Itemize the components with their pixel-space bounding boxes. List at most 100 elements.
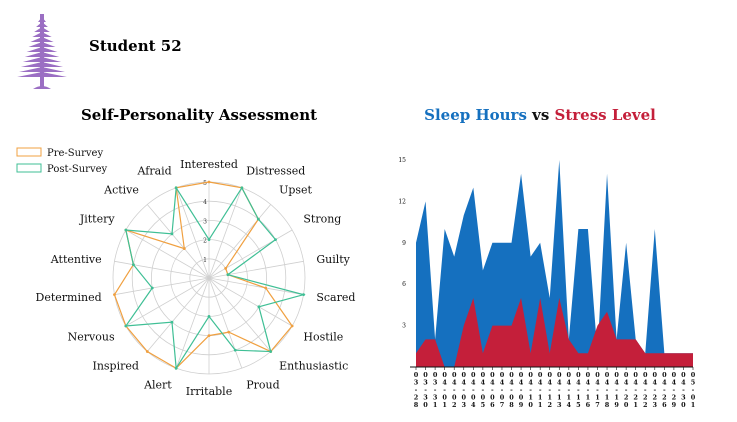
radar-category-label: Determined [36, 291, 102, 304]
pre-survey-point [207, 180, 211, 184]
radar-category-label: Inspired [92, 359, 138, 372]
radar-spoke [114, 277, 210, 296]
x-tick-label: 0 4 -1 5 [576, 371, 581, 409]
y-tick-label: 15 [398, 157, 406, 164]
x-tick-label: 0 3 -2 8 [414, 371, 419, 409]
area-title-part: Stress Level [555, 106, 657, 124]
pre-survey-point [264, 286, 268, 290]
logo-branch [32, 32, 52, 37]
x-tick-label: 0 4 -0 9 [519, 371, 524, 409]
y-tick-label: 9 [402, 240, 406, 247]
radar-spoke [208, 229, 293, 279]
radar-spoke [208, 277, 304, 296]
logo-branch [22, 57, 62, 62]
radar-spoke [208, 277, 243, 369]
logo-branch [38, 17, 46, 22]
radar-category-label: Jittery [79, 213, 116, 226]
post-survey-point [257, 305, 261, 309]
x-tick-label: 0 4 -2 1 [633, 371, 638, 409]
post-survey-point [124, 228, 128, 232]
radar-spoke [114, 260, 210, 279]
x-tick-label: 0 4 -0 2 [452, 371, 457, 409]
area-title-part: Sleep Hours [424, 106, 527, 124]
logo-branch [17, 72, 67, 77]
y-tick-label: 12 [398, 198, 406, 205]
x-tick-label: 0 4 -1 6 [586, 371, 591, 409]
radar-spoke [125, 277, 210, 327]
x-tick-label: 0 5 -0 1 [691, 371, 696, 409]
radar-chart: 1 2 3 4 5 Interested Distressed Upset Strong Guil… [36, 158, 356, 398]
post-survey-point [174, 186, 178, 190]
x-tick-label: 0 3 -3 0 [423, 371, 428, 409]
post-survey-point [256, 217, 260, 221]
x-tick-label: 0 4 -2 0 [624, 371, 629, 409]
radar-tick-label: 5 [203, 180, 207, 187]
x-tick-label: 0 4 -0 5 [481, 371, 486, 409]
radar-category-label: Attentive [50, 253, 102, 266]
x-tick-label: 0 4 -3 0 [681, 371, 686, 409]
sleep-hours-area [416, 160, 693, 367]
radar-category-label: Strong [303, 213, 341, 226]
legend-swatch [16, 163, 42, 173]
radar-spoke [208, 187, 243, 279]
radar-category-label: Scared [316, 291, 355, 304]
post-survey-point [170, 320, 174, 324]
logo-branch [34, 27, 50, 32]
x-tick-label: 0 4 -0 8 [509, 371, 514, 409]
radar-spoke [146, 277, 210, 352]
legend-label: Post-Survey [47, 164, 108, 175]
post-survey-point [207, 315, 211, 318]
logo-roots [33, 86, 51, 89]
logo-branch [36, 22, 48, 27]
radar-spoke [208, 277, 293, 327]
post-survey-point [150, 286, 154, 290]
area-title-part: vs [527, 106, 555, 124]
logo-branch [26, 47, 58, 52]
student-label: Student 52 [89, 37, 182, 55]
x-tick-label: 0 4 -0 4 [471, 371, 476, 409]
radar-spoke [175, 187, 210, 279]
radar-category-label: Guilty [316, 253, 350, 266]
post-survey-point [174, 366, 178, 370]
post-survey-point [207, 238, 211, 242]
post-survey-point [131, 263, 135, 267]
radar-tick-label: 3 [203, 218, 207, 225]
post-survey-point [269, 350, 273, 353]
legend-label: Pre-Survey [47, 148, 103, 159]
radar-tick-label: 4 [203, 199, 207, 206]
x-tick-label: 0 4 -1 8 [605, 371, 610, 409]
x-tick-label: 0 4 -0 7 [500, 371, 505, 409]
post-survey-point [274, 238, 277, 242]
area-chart: 3 6 9 12 15 0 3 -2 8 0 3 -3 0 0 3 -3 1 0 4 -0 1 0 4 -0 2 0 4 -0 3 0 4-… [398, 157, 695, 409]
y-tick-label: 3 [402, 323, 406, 330]
stress-level-area [416, 298, 693, 367]
radar-spoke [208, 277, 272, 352]
pine-tree-logo [17, 14, 67, 89]
pre-survey-point [113, 293, 116, 297]
logo-branch [30, 37, 54, 42]
x-tick-label: 0 4 -1 7 [595, 371, 600, 409]
x-tick-label: 0 4 -0 3 [461, 371, 466, 409]
radar-spoke [125, 229, 210, 279]
pre-survey-point [207, 334, 211, 337]
x-tick-label: 0 4 -1 2 [547, 371, 552, 409]
x-tick-label: 0 4 -1 4 [567, 371, 572, 409]
x-tick-label: 0 4 -1 0 [528, 371, 533, 409]
pre-survey-point [182, 247, 186, 250]
radar-category-label: Upset [279, 184, 312, 197]
radar-category-label: Afraid [137, 165, 172, 178]
x-tick-label: 0 4 -0 6 [490, 371, 495, 409]
post-survey-point [302, 293, 305, 297]
logo-branch [24, 52, 60, 57]
radar-category-label: Active [103, 184, 139, 197]
logo-branch [20, 62, 64, 67]
radar-spoke [175, 277, 210, 369]
x-tick-label: 0 4 -1 3 [557, 371, 562, 409]
x-tick-label: 0 4 -2 6 [662, 371, 667, 409]
radar-spoke [208, 260, 304, 279]
radar-spoke [146, 204, 210, 279]
legend-swatch [16, 147, 42, 157]
radar-legend: Pre-Survey Post-Survey [16, 147, 108, 175]
post-survey-line [124, 185, 306, 371]
